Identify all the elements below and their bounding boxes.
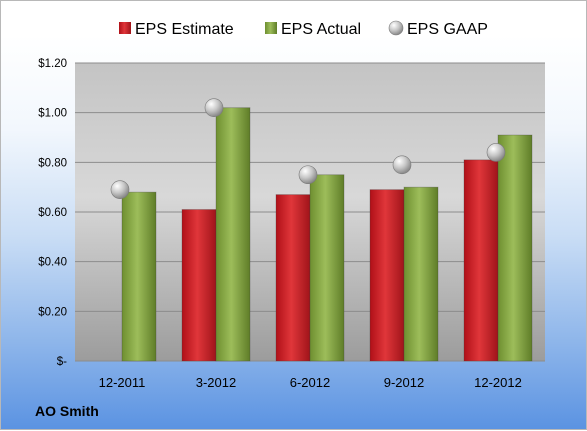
y-tick-label: $1.20	[38, 58, 67, 70]
y-tick-label: $0.20	[38, 306, 67, 318]
bars	[121, 107, 533, 362]
x-tick-label: 12-2012	[474, 375, 522, 390]
x-tick-label: 9-2012	[384, 375, 424, 390]
y-tick-label: $0.60	[38, 207, 67, 219]
legend-label-eps-gaap: EPS GAAP	[407, 21, 488, 38]
legend-swatch-eps-gaap	[388, 20, 404, 36]
bar-eps-estimate-9-2012	[369, 189, 405, 362]
x-tick-label: 6-2012	[290, 375, 330, 390]
legend-swatch-eps-actual	[265, 22, 277, 34]
y-tick-label: $-	[57, 356, 67, 368]
marker-eps-gaap-12-2012	[486, 143, 506, 162]
x-axis-labels: 12-2011 3-2012 6-2012 9-2012 12-2012	[99, 375, 522, 390]
gaap-markers	[110, 98, 506, 199]
legend-swatch-eps-estimate	[119, 22, 131, 34]
bar-eps-estimate-3-2012	[181, 209, 217, 362]
bar-eps-actual-6-2012	[309, 174, 345, 362]
bar-eps-estimate-6-2012	[275, 194, 311, 362]
marker-eps-gaap-6-2012	[298, 165, 318, 185]
bar-eps-actual-9-2012	[403, 186, 439, 362]
legend: EPS Estimate EPS Actual EPS GAAP	[119, 20, 488, 38]
x-tick-label: 3-2012	[196, 375, 236, 390]
legend-label-eps-estimate: EPS Estimate	[135, 21, 234, 38]
y-tick-label: $1.00	[38, 108, 67, 120]
bar-eps-actual-12-2012	[497, 134, 533, 362]
marker-eps-gaap-3-2012	[204, 98, 224, 117]
y-axis-ticks: $- $0.20 $0.40 $0.60 $0.80 $1.00 $1.20	[38, 58, 67, 368]
company-name: AO Smith	[35, 403, 99, 419]
y-tick-label: $0.80	[38, 157, 67, 169]
x-tick-label: 12-2011	[99, 375, 146, 390]
bar-eps-estimate-12-2012	[463, 159, 499, 362]
legend-label-eps-actual: EPS Actual	[281, 21, 361, 38]
marker-eps-gaap-12-2011	[110, 180, 130, 199]
bar-eps-actual-12-2011	[121, 191, 157, 362]
bar-eps-actual-3-2012	[215, 107, 251, 362]
y-tick-label: $0.40	[38, 257, 67, 269]
marker-eps-gaap-9-2012	[392, 155, 412, 175]
